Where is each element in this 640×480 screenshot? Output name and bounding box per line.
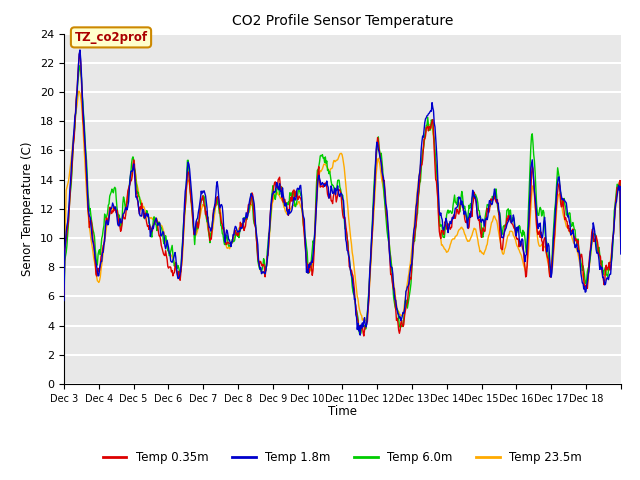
- Title: CO2 Profile Sensor Temperature: CO2 Profile Sensor Temperature: [232, 14, 453, 28]
- X-axis label: Time: Time: [328, 405, 357, 418]
- Legend: Temp 0.35m, Temp 1.8m, Temp 6.0m, Temp 23.5m: Temp 0.35m, Temp 1.8m, Temp 6.0m, Temp 2…: [98, 446, 587, 468]
- Y-axis label: Senor Temperature (C): Senor Temperature (C): [22, 142, 35, 276]
- Text: TZ_co2prof: TZ_co2prof: [74, 31, 148, 44]
